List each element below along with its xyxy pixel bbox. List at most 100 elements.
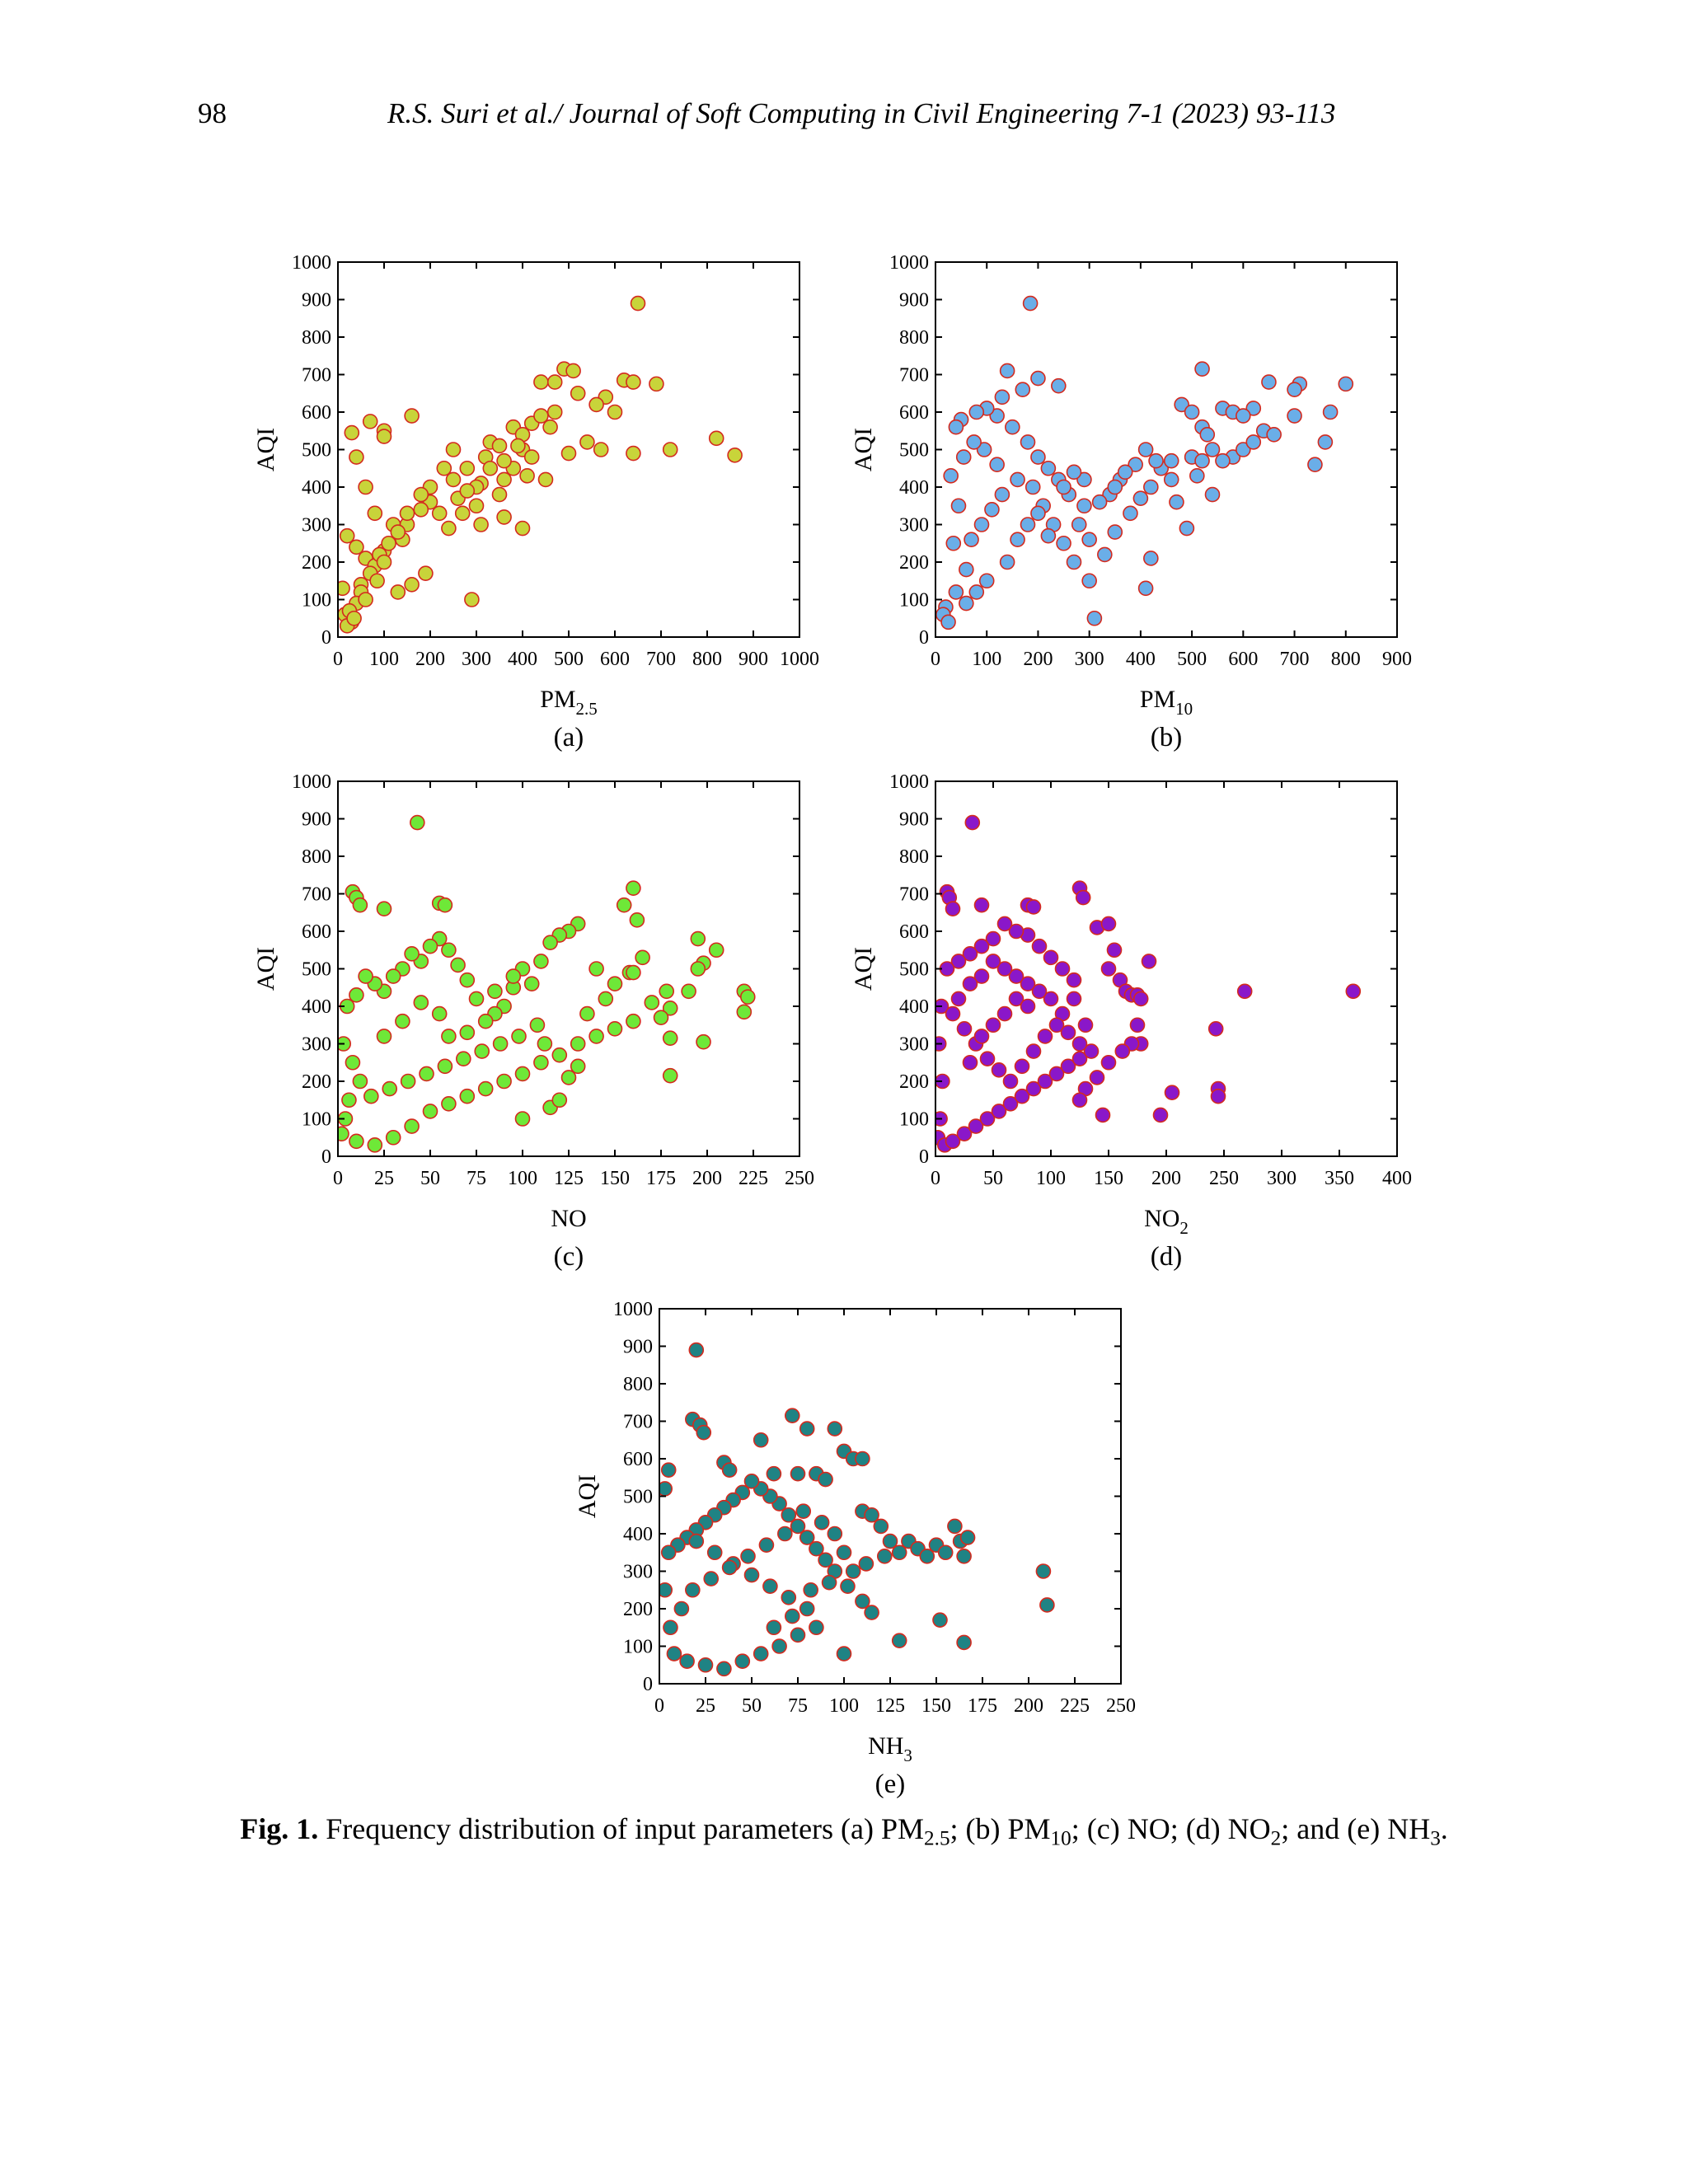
data-point (496, 509, 512, 525)
data-point (477, 1013, 494, 1029)
data-point (999, 554, 1015, 570)
y-tick-label: 700 (899, 365, 929, 387)
data-point (973, 968, 990, 984)
data-point (743, 1567, 760, 1583)
x-tick-label: 225 (738, 1168, 768, 1189)
data-point (799, 1601, 815, 1617)
data-point (1037, 1029, 1053, 1044)
data-point (474, 1043, 490, 1059)
data-point (855, 1451, 870, 1467)
data-point (653, 1010, 669, 1025)
x-tick-label: 25 (374, 1168, 394, 1189)
data-point (1014, 1088, 1030, 1104)
x-tick-label: 0 (931, 1168, 940, 1189)
data-point (514, 1066, 531, 1082)
data-point (441, 1029, 457, 1044)
data-point (950, 954, 967, 969)
data-point (1317, 434, 1334, 450)
x-axis-label-main: PM (540, 686, 575, 713)
x-tick-label: 300 (462, 649, 491, 670)
data-point (533, 408, 549, 424)
data-points (338, 295, 743, 634)
data-point (390, 524, 406, 540)
data-point (459, 1024, 476, 1041)
data-point (1008, 991, 1025, 1007)
y-tick-label: 200 (302, 552, 331, 574)
data-point (690, 961, 706, 977)
data-point (1056, 535, 1071, 551)
data-point (736, 1004, 753, 1020)
data-point (1107, 479, 1123, 495)
data-point (468, 498, 485, 514)
caption-subscript: 10 (1050, 1827, 1071, 1850)
caption-segment: ; (b) PM (950, 1812, 1051, 1845)
data-point (588, 396, 604, 413)
data-point (803, 1582, 818, 1598)
y-tick-label: 200 (302, 1071, 331, 1093)
data-point (607, 1020, 623, 1037)
y-tick-label: 300 (899, 1034, 929, 1056)
data-point (400, 1073, 416, 1090)
data-point (956, 1548, 972, 1564)
data-point (1199, 427, 1216, 443)
figure-caption: Fig. 1. Frequency distribution of input … (0, 1811, 1688, 1849)
data-point (1066, 554, 1082, 570)
data-point (349, 987, 364, 1003)
data-point (1030, 505, 1046, 522)
data-point (413, 995, 429, 1010)
y-axis-label: AQI (850, 947, 877, 991)
panel-c: 0 25 50 75 100 125 150 175 200 225 250 0 100 200 300 40… (247, 766, 841, 1294)
running-header: R.S. Suri et al./ Journal of Soft Comput… (387, 97, 1336, 129)
data-point (413, 486, 429, 503)
data-point (1015, 382, 1031, 397)
data-point (790, 1465, 806, 1482)
x-tick-label: 125 (875, 1695, 905, 1717)
data-point (367, 505, 383, 522)
data-point (663, 1619, 678, 1636)
y-tick-label: 500 (899, 440, 929, 462)
data-point (1071, 1036, 1088, 1052)
data-point (968, 584, 985, 600)
data-point (999, 363, 1015, 379)
data-point (1287, 382, 1302, 397)
data-point (716, 1661, 732, 1677)
y-tick-label: 0 (321, 627, 331, 649)
data-point (560, 1070, 577, 1085)
data-point (551, 1092, 568, 1108)
plot-frame (935, 261, 1398, 638)
y-tick-label: 0 (919, 627, 929, 649)
data-point (441, 520, 457, 537)
data-point (1174, 396, 1189, 413)
data-point (382, 1080, 398, 1097)
data-point (441, 942, 457, 958)
data-point (1008, 923, 1025, 940)
data-point (784, 1608, 800, 1624)
x-axis-label: NO (551, 1205, 586, 1232)
data-point (431, 505, 448, 522)
data-point (523, 976, 540, 992)
data-point (790, 1627, 806, 1643)
scatter-chart-c: 0 25 50 75 100 125 150 175 200 225 250 0 100 200 300 40… (252, 771, 814, 1272)
data-point (968, 404, 985, 420)
data-point (814, 1515, 830, 1530)
data-point (529, 1017, 546, 1033)
data-point (1060, 1058, 1076, 1075)
data-point (1236, 983, 1253, 1000)
data-point (799, 1421, 815, 1436)
data-point (1143, 551, 1159, 566)
data-point (762, 1578, 778, 1595)
data-point (1056, 479, 1071, 495)
data-point (795, 1503, 812, 1520)
data-point (1184, 404, 1200, 420)
data-point (1132, 991, 1149, 1007)
data-point (1025, 899, 1042, 915)
data-point (385, 1129, 401, 1146)
data-point (690, 930, 706, 947)
y-tick-label: 900 (302, 809, 331, 831)
data-point (1129, 1017, 1146, 1033)
data-point (588, 1029, 604, 1044)
data-point (947, 1518, 963, 1535)
data-point (1081, 532, 1097, 548)
y-tick-label: 800 (899, 846, 929, 868)
data-point (932, 1612, 948, 1628)
